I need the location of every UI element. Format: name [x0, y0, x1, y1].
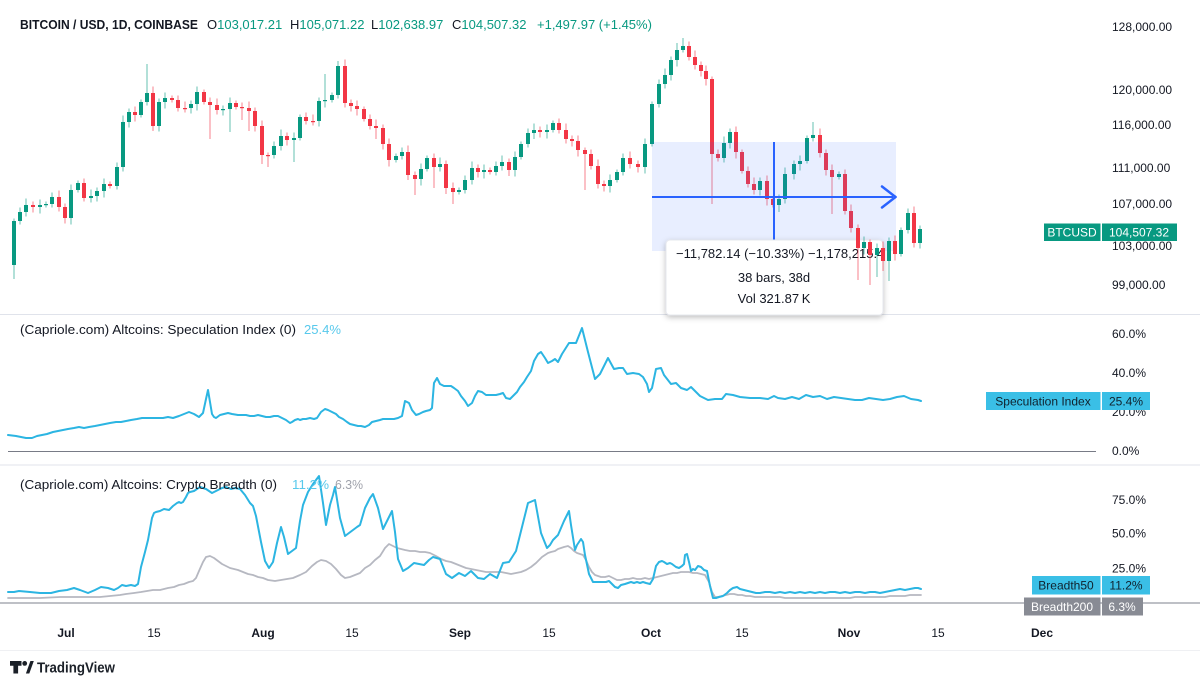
svg-text:103,000.00: 103,000.00: [1112, 239, 1172, 253]
svg-text:104,507.32: 104,507.32: [1109, 226, 1169, 240]
svg-text:15: 15: [931, 626, 945, 640]
svg-text:H105,071.22: H105,071.22: [290, 17, 364, 32]
svg-text:111,000.00: 111,000.00: [1112, 161, 1171, 175]
svg-text:15: 15: [735, 626, 749, 640]
svg-text:107,000.00: 107,000.00: [1112, 197, 1172, 211]
svg-text:50.0%: 50.0%: [1112, 527, 1146, 541]
svg-text:75.0%: 75.0%: [1112, 493, 1146, 507]
svg-text:25.4%: 25.4%: [304, 322, 341, 337]
svg-text:11.2%: 11.2%: [1109, 579, 1142, 593]
svg-text:0.0%: 0.0%: [1112, 444, 1140, 458]
svg-text:(Capriole.com) Altcoins: Specu: (Capriole.com) Altcoins: Speculation Ind…: [20, 322, 296, 337]
svg-text:11.2%: 11.2%: [292, 477, 329, 492]
svg-text:6.3%: 6.3%: [1108, 600, 1136, 614]
svg-text:BTCUSD: BTCUSD: [1047, 226, 1097, 240]
svg-text:40.0%: 40.0%: [1112, 366, 1146, 380]
svg-text:6.3%: 6.3%: [335, 477, 363, 492]
svg-text:120,000.00: 120,000.00: [1112, 83, 1172, 97]
svg-text:128,000.00: 128,000.00: [1112, 20, 1172, 34]
svg-text:−11,782.14 (−10.33%) −1,178,21: −11,782.14 (−10.33%) −1,178,215.41: [676, 246, 892, 261]
svg-text:BITCOIN / USD, 1D, COINBASE: BITCOIN / USD, 1D, COINBASE: [20, 17, 198, 32]
svg-text:116,000.00: 116,000.00: [1112, 118, 1171, 132]
svg-text:25.4%: 25.4%: [1109, 395, 1143, 409]
svg-text:99,000.00: 99,000.00: [1112, 278, 1166, 292]
svg-text:Dec: Dec: [1031, 626, 1053, 640]
svg-text:Vol 321.87 K: Vol 321.87 K: [738, 291, 811, 306]
svg-text:Oct: Oct: [641, 626, 661, 640]
svg-text:TradingView: TradingView: [37, 661, 116, 677]
svg-text:+1,497.97 (+1.45%): +1,497.97 (+1.45%): [537, 17, 652, 32]
svg-text:C104,507.32: C104,507.32: [452, 17, 526, 32]
svg-text:15: 15: [147, 626, 161, 640]
svg-text:15: 15: [345, 626, 359, 640]
svg-text:O103,017.21: O103,017.21: [207, 17, 282, 32]
svg-text:(Capriole.com) Altcoins: Crypt: (Capriole.com) Altcoins: Crypto Breadth …: [20, 477, 277, 492]
svg-text:Breadth200: Breadth200: [1031, 600, 1093, 614]
svg-text:L102,638.97: L102,638.97: [371, 17, 443, 32]
svg-text:Aug: Aug: [251, 626, 274, 640]
svg-text:60.0%: 60.0%: [1112, 327, 1146, 341]
svg-text:Sep: Sep: [449, 626, 471, 640]
svg-text:15: 15: [542, 626, 556, 640]
svg-text:Breadth50: Breadth50: [1038, 579, 1094, 593]
svg-text:38 bars, 38d: 38 bars, 38d: [738, 270, 810, 285]
svg-text:25.0%: 25.0%: [1112, 562, 1146, 576]
svg-text:Nov: Nov: [838, 626, 861, 640]
svg-text:Speculation Index: Speculation Index: [995, 395, 1090, 409]
svg-text:Jul: Jul: [57, 626, 74, 640]
